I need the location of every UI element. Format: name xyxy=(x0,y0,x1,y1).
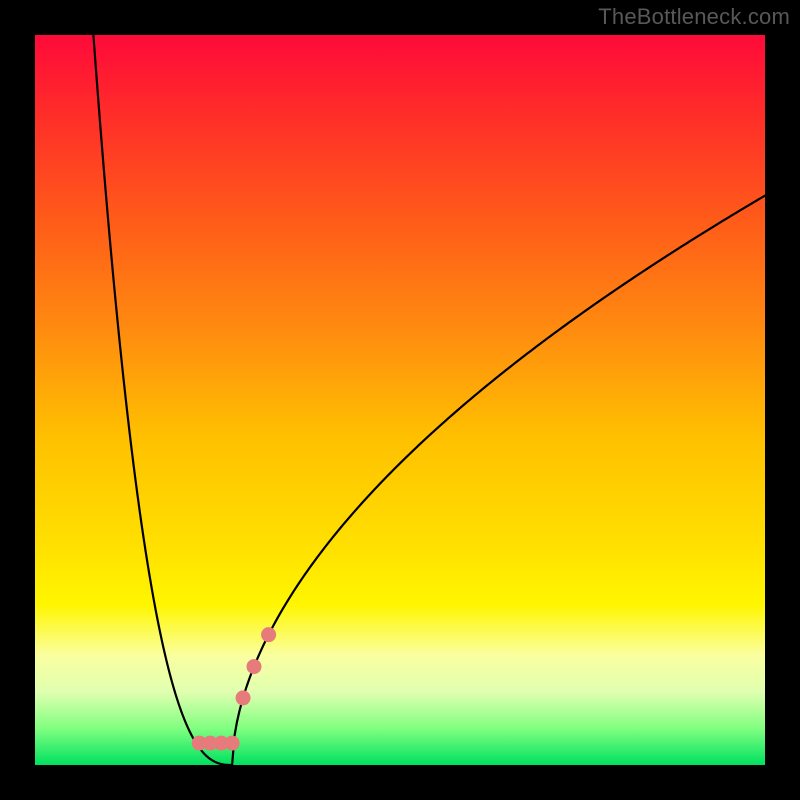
valley-marker xyxy=(247,660,261,674)
watermark-text: TheBottleneck.com xyxy=(598,4,790,30)
frame-border-right xyxy=(765,0,800,800)
valley-marker xyxy=(262,628,276,642)
plot-svg xyxy=(35,35,765,765)
valley-marker xyxy=(236,691,250,705)
frame-border-left xyxy=(0,0,35,800)
plot-area xyxy=(35,35,765,765)
frame-border-bottom xyxy=(0,765,800,800)
gradient-background xyxy=(35,35,765,765)
valley-marker xyxy=(225,736,239,750)
